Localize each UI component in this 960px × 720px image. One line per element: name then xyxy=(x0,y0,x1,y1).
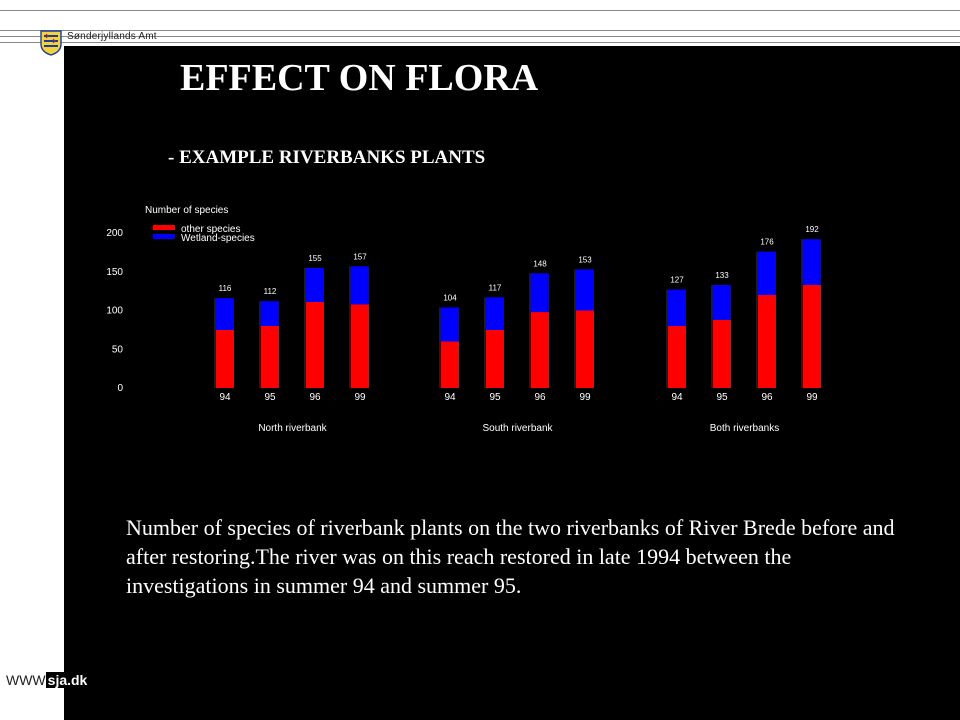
bar-wetland-species xyxy=(803,239,821,285)
bar-total-label: 192 xyxy=(805,225,819,234)
header-bar xyxy=(0,0,960,46)
bar-total-label: 104 xyxy=(443,293,457,302)
bar-other-species xyxy=(306,301,324,388)
x-tick-label: 94 xyxy=(444,392,456,403)
bar-wetland-species xyxy=(576,269,594,311)
x-tick-label: 95 xyxy=(716,392,728,403)
bar-total-label: 116 xyxy=(219,284,232,293)
bar-other-species xyxy=(351,304,369,388)
x-tick-label: 99 xyxy=(579,392,591,403)
legend-label: other species xyxy=(181,224,240,235)
bar-other-species xyxy=(758,295,776,388)
bar-total-label: 127 xyxy=(670,276,684,285)
bar-wetland-species xyxy=(531,273,549,313)
legend-swatch xyxy=(153,225,175,230)
bar-total-label: 153 xyxy=(578,255,592,264)
bar-wetland-species xyxy=(441,307,459,342)
y-tick-label: 0 xyxy=(117,383,123,394)
bar-total-label: 155 xyxy=(308,254,322,263)
group-label: North riverbank xyxy=(258,423,327,434)
bar-other-species xyxy=(441,341,459,388)
bar-total-label: 117 xyxy=(489,283,502,292)
y-tick-label: 200 xyxy=(106,228,123,239)
left-white-sidebar xyxy=(0,0,64,720)
page-title: EFFECT ON FLORA xyxy=(180,57,539,99)
caption-text: Number of species of riverbank plants on… xyxy=(126,515,895,598)
x-tick-label: 95 xyxy=(264,392,276,403)
bar-total-label: 157 xyxy=(353,252,367,261)
bar-wetland-species xyxy=(486,297,504,330)
y-axis-label: Number of species xyxy=(145,205,228,216)
bar-other-species xyxy=(261,326,279,388)
legend-swatch xyxy=(153,234,175,239)
bar-group: 127 94 133 95 176 96 192 99 Both riverbanks xyxy=(666,225,821,434)
bar-wetland-species xyxy=(261,301,279,326)
legend-label: Wetland-species xyxy=(181,233,255,244)
legend: Number of species other speciesWetland-sp… xyxy=(145,205,255,244)
group-label: South riverbank xyxy=(482,423,553,434)
bar-other-species xyxy=(576,310,594,388)
x-tick-label: 96 xyxy=(534,392,546,403)
x-tick-label: 96 xyxy=(761,392,773,403)
y-tick-label: 100 xyxy=(106,306,123,317)
x-tick-label: 96 xyxy=(309,392,321,403)
bar-other-species xyxy=(486,329,504,388)
bar-other-species xyxy=(216,329,234,388)
bar-wetland-species xyxy=(306,267,324,302)
bar-wetland-species xyxy=(713,284,731,320)
y-tick-label: 150 xyxy=(106,267,123,278)
x-tick-label: 99 xyxy=(354,392,366,403)
bar-group: 116 94 112 95 155 96 157 99 North riverbank xyxy=(214,252,369,434)
x-tick-label: 99 xyxy=(806,392,818,403)
bar-wetland-species xyxy=(351,266,369,305)
y-axis: 0 50 100 150 200 xyxy=(106,228,123,394)
bar-wetland-species xyxy=(668,289,686,326)
bar-total-label: 133 xyxy=(715,271,729,280)
coat-of-arms-icon xyxy=(40,30,62,56)
website-link[interactable]: WWW sja.dk xyxy=(6,672,90,688)
bar-total-label: 148 xyxy=(533,259,547,268)
bar-other-species xyxy=(531,312,549,388)
bar-groups: 116 94 112 95 155 96 157 99 North riverbank 104 94… xyxy=(214,225,821,434)
bar-other-species xyxy=(713,319,731,388)
page-subtitle: - EXAMPLE RIVERBANKS PLANTS xyxy=(168,147,486,168)
www-prefix: WWW xyxy=(6,672,46,688)
x-tick-label: 95 xyxy=(489,392,501,403)
bar-total-label: 176 xyxy=(760,238,774,247)
x-tick-label: 94 xyxy=(671,392,683,403)
bar-wetland-species xyxy=(758,251,776,295)
bar-wetland-species xyxy=(216,298,234,330)
bar-group: 104 94 117 95 148 96 153 99 South riverbank xyxy=(439,255,594,434)
bar-total-label: 112 xyxy=(264,287,277,296)
y-tick-label: 50 xyxy=(112,344,124,355)
org-name: Sønderjyllands Amt xyxy=(67,31,157,42)
x-tick-label: 94 xyxy=(219,392,231,403)
www-domain: sja.dk xyxy=(45,672,90,688)
group-label: Both riverbanks xyxy=(710,423,779,434)
bar-other-species xyxy=(668,326,686,388)
bar-other-species xyxy=(803,284,821,388)
